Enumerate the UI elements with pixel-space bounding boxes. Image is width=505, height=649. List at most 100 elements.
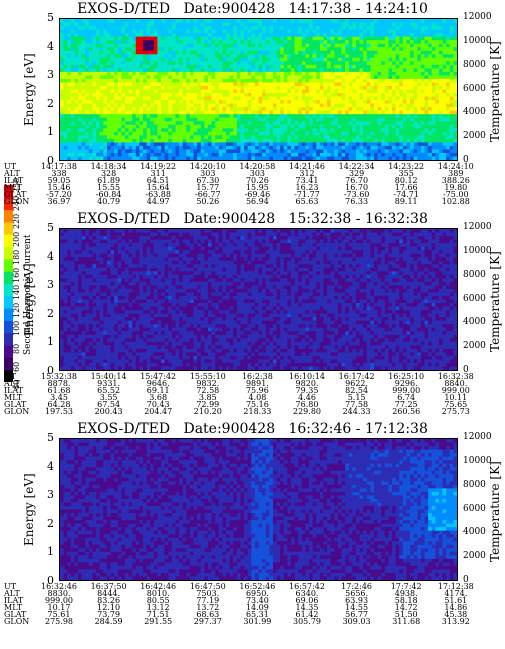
heatmap-cell	[186, 78, 191, 83]
heatmap-cell	[121, 26, 126, 30]
heatmap-cell	[341, 128, 346, 133]
heatmap-cell	[316, 64, 321, 69]
heatmap-cell	[384, 36, 389, 41]
heatmap-cell	[312, 29, 317, 34]
heatmap-cell	[211, 124, 216, 129]
heatmap-cell	[337, 29, 342, 34]
heatmap-cell	[88, 50, 93, 55]
heatmap-cell	[153, 138, 158, 143]
heatmap-cell	[222, 19, 227, 23]
heatmap-cell	[392, 107, 397, 112]
heatmap-cell	[453, 64, 457, 69]
heatmap-cell	[110, 121, 115, 126]
heatmap-cell	[179, 75, 184, 80]
heatmap-cell	[388, 50, 393, 55]
heatmap-cell	[99, 281, 104, 286]
heatmap-cell	[153, 36, 158, 41]
heatmap-cell	[175, 145, 180, 150]
heatmap-cell	[337, 43, 342, 48]
heatmap-cell	[200, 78, 205, 83]
heatmap-cell	[244, 156, 249, 160]
heatmap-cell	[276, 64, 281, 69]
heatmap-cell	[88, 36, 93, 41]
heatmap-cell	[74, 96, 79, 101]
heatmap-cell	[334, 124, 339, 129]
heatmap-cell	[272, 54, 277, 59]
heatmap-cell	[446, 156, 451, 160]
heatmap-cell	[85, 232, 90, 237]
heatmap-cell	[280, 29, 285, 34]
heatmap-cell	[316, 107, 321, 112]
heatmap-cell	[330, 156, 335, 160]
heatmap-cell	[189, 110, 194, 115]
heatmap-cell	[207, 142, 212, 147]
heatmap-cell	[88, 341, 93, 346]
heatmap-cell	[435, 110, 440, 115]
heatmap-cell	[74, 257, 79, 262]
heatmap-cell	[128, 54, 133, 59]
heatmap-cell	[207, 75, 212, 80]
heatmap-cell	[106, 93, 111, 97]
heatmap-cell	[348, 124, 353, 129]
heatmap-cell	[99, 33, 104, 38]
heatmap-cell	[186, 145, 191, 150]
heatmap-cell	[182, 149, 187, 154]
heatmap-cell	[60, 78, 65, 83]
heatmap-cell	[309, 131, 314, 136]
heatmap-cell	[67, 68, 72, 73]
heatmap-cell	[272, 131, 277, 136]
heatmap-cell	[316, 121, 321, 126]
heatmap-cell	[146, 124, 151, 129]
heatmap-cell	[99, 229, 104, 233]
heatmap-cell	[406, 121, 411, 126]
heatmap-cell	[316, 19, 321, 23]
heatmap-cell	[363, 124, 368, 129]
heatmap-cell	[121, 149, 126, 154]
heatmap-cell	[207, 85, 212, 90]
heatmap-cell	[316, 78, 321, 83]
heatmap-cell	[85, 352, 90, 357]
heatmap-cell	[431, 135, 436, 140]
heatmap-cell	[222, 29, 227, 34]
heatmap-cell	[276, 107, 281, 112]
heatmap-cell	[269, 50, 274, 55]
heatmap-cell	[384, 26, 389, 30]
heatmap-cell	[179, 78, 184, 83]
heatmap-cell	[186, 110, 191, 115]
heatmap-cell	[309, 43, 314, 48]
heatmap-cell	[395, 103, 400, 108]
heatmap-cell	[121, 78, 126, 83]
heatmap-cell	[103, 152, 108, 157]
heatmap-cell	[388, 64, 393, 69]
heatmap-cell	[301, 128, 306, 133]
heatmap-cell	[85, 327, 90, 332]
heatmap-cell	[319, 75, 324, 80]
heatmap-cell	[171, 96, 176, 101]
heatmap-cell	[301, 33, 306, 38]
heatmap-cell	[63, 260, 68, 265]
heatmap-cell	[114, 89, 119, 94]
heatmap-cell	[373, 100, 378, 104]
heatmap-cell	[146, 75, 151, 80]
heatmap-cell	[410, 57, 415, 62]
heatmap-cell	[74, 57, 79, 62]
heatmap-cell	[406, 36, 411, 41]
heatmap-cell	[96, 131, 101, 136]
heatmap-cell	[88, 110, 93, 115]
heatmap-cell	[280, 43, 285, 48]
heatmap-cell	[236, 149, 241, 154]
heatmap-cell	[420, 117, 425, 122]
heatmap-cell	[388, 22, 393, 27]
heatmap-cell	[222, 64, 227, 69]
heatmap-cell	[236, 96, 241, 101]
heatmap-cell	[70, 317, 75, 322]
heatmap-cell	[114, 145, 119, 150]
heatmap-cell	[74, 47, 79, 52]
heatmap-cell	[179, 131, 184, 136]
heatmap-cell	[204, 85, 209, 90]
heatmap-cell	[337, 145, 342, 150]
heatmap-cell	[341, 110, 346, 115]
heatmap-cell	[280, 61, 285, 66]
heatmap-cell	[67, 29, 72, 34]
heatmap-cell	[182, 121, 187, 126]
